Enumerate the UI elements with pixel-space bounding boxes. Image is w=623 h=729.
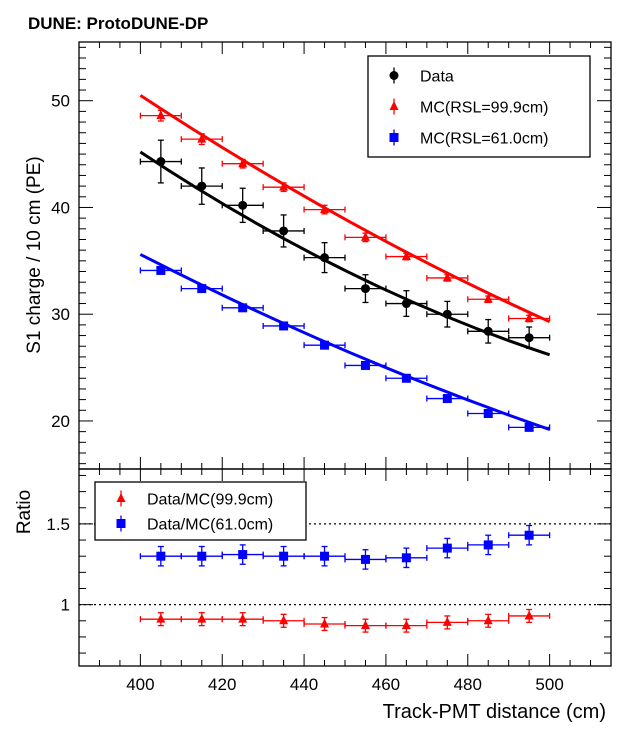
data-point [156,551,166,561]
data-point [156,265,166,275]
legend-marker [389,71,399,80]
data-point [524,312,534,322]
data-point [320,253,330,263]
top-y-tick-label: 40 [51,198,70,217]
top-y-axis-label: S1 charge / 10 cm (PE) [24,156,45,353]
legend-frame [367,55,591,158]
data-point [320,204,330,214]
legend-entry-1: MC(RSL=99.9cm) [420,100,548,117]
data-point [524,333,534,343]
data-point [238,550,248,560]
series-0 [139,139,551,357]
data-point [156,157,166,167]
data-point [401,299,411,309]
legend-marker [116,493,126,502]
legend-entry-0: Data [420,69,454,86]
data-point [320,618,330,628]
x-tick-label: 400 [126,675,154,694]
data-point [483,293,493,303]
data-point [360,231,370,241]
fit-curve [139,150,551,357]
legend-marker [389,101,399,110]
data-point [401,553,411,563]
data-point [238,200,248,210]
data-point [279,321,289,331]
series-2 [139,253,551,432]
bottom-y-tick-label: 1 [61,596,70,615]
legend-entry-1: Data/MC(61.0cm) [147,517,273,534]
data-point [483,408,493,418]
top-y-tick-label: 50 [51,92,70,111]
data-point [401,251,411,261]
data-point [442,543,452,553]
legend-marker [389,133,399,142]
data-point [360,284,370,294]
data-point [483,326,493,336]
data-point [156,613,166,623]
bottom-legend: Data/MC(99.9cm) Data/MC(61.0cm) [94,481,307,541]
data-point [524,422,534,432]
top-series [139,94,551,432]
data-point [279,226,289,236]
bottom-axis-ticks: 1 1.5 400 420 440 460 480 500 [46,469,612,694]
top-y-tick-label: 20 [51,412,70,431]
x-tick-label: 460 [372,675,400,694]
bottom-panel: Ratio Track-PMT distance (cm) 1 1.5 400 420… [14,468,612,723]
data-point [320,340,330,350]
data-point [197,613,207,623]
fit-curve [139,94,551,324]
data-point [360,360,370,370]
data-point [442,272,452,282]
data-point [442,309,452,319]
legend-entry-2: MC(RSL=61.0cm) [420,131,548,148]
data-point [483,615,493,625]
legend-frame [94,481,307,541]
bottom-y-axis-label: Ratio [14,490,35,534]
data-point [401,620,411,630]
data-point [238,613,248,623]
reference-lines [79,523,611,606]
data-point [197,133,207,143]
data-point [279,181,289,191]
data-point [442,616,452,626]
data-point [197,551,207,561]
top-panel: S1 charge / 10 cm (PE) 20 30 40 50 Data MC(R… [24,41,612,470]
data-point [524,610,534,620]
data-point [197,181,207,191]
data-point [156,110,166,120]
data-point [238,158,248,168]
top-y-ticks: 20 30 40 50 [51,42,612,469]
data-point [279,615,289,625]
data-point [238,303,248,313]
bottom-y-tick-label: 1.5 [46,515,70,534]
x-axis-label: Track-PMT distance (cm) [383,701,606,723]
x-tick-label: 500 [535,675,563,694]
bottom-series [139,524,551,633]
legend-entry-0: Data/MC(99.9cm) [147,492,273,509]
data-point [360,620,370,630]
data-point [442,394,452,404]
x-tick-label: 480 [454,675,482,694]
legend-marker [116,519,126,528]
x-tick-label: 420 [208,675,236,694]
top-legend: Data MC(RSL=99.9cm) MC(RSL=61.0cm) [367,55,591,158]
data-point [483,540,493,550]
data-point [401,373,411,383]
series-1 [139,524,551,570]
fit-curve [139,253,551,431]
data-point [279,551,289,561]
x-tick-label: 440 [290,675,318,694]
data-point [320,551,330,561]
data-point [524,530,534,540]
top-y-tick-label: 30 [51,305,70,324]
series-1 [139,94,551,324]
series-0 [139,608,551,633]
data-point [197,284,207,294]
data-point [360,554,370,564]
chart-title: DUNE: ProtoDUNE-DP [28,14,208,33]
